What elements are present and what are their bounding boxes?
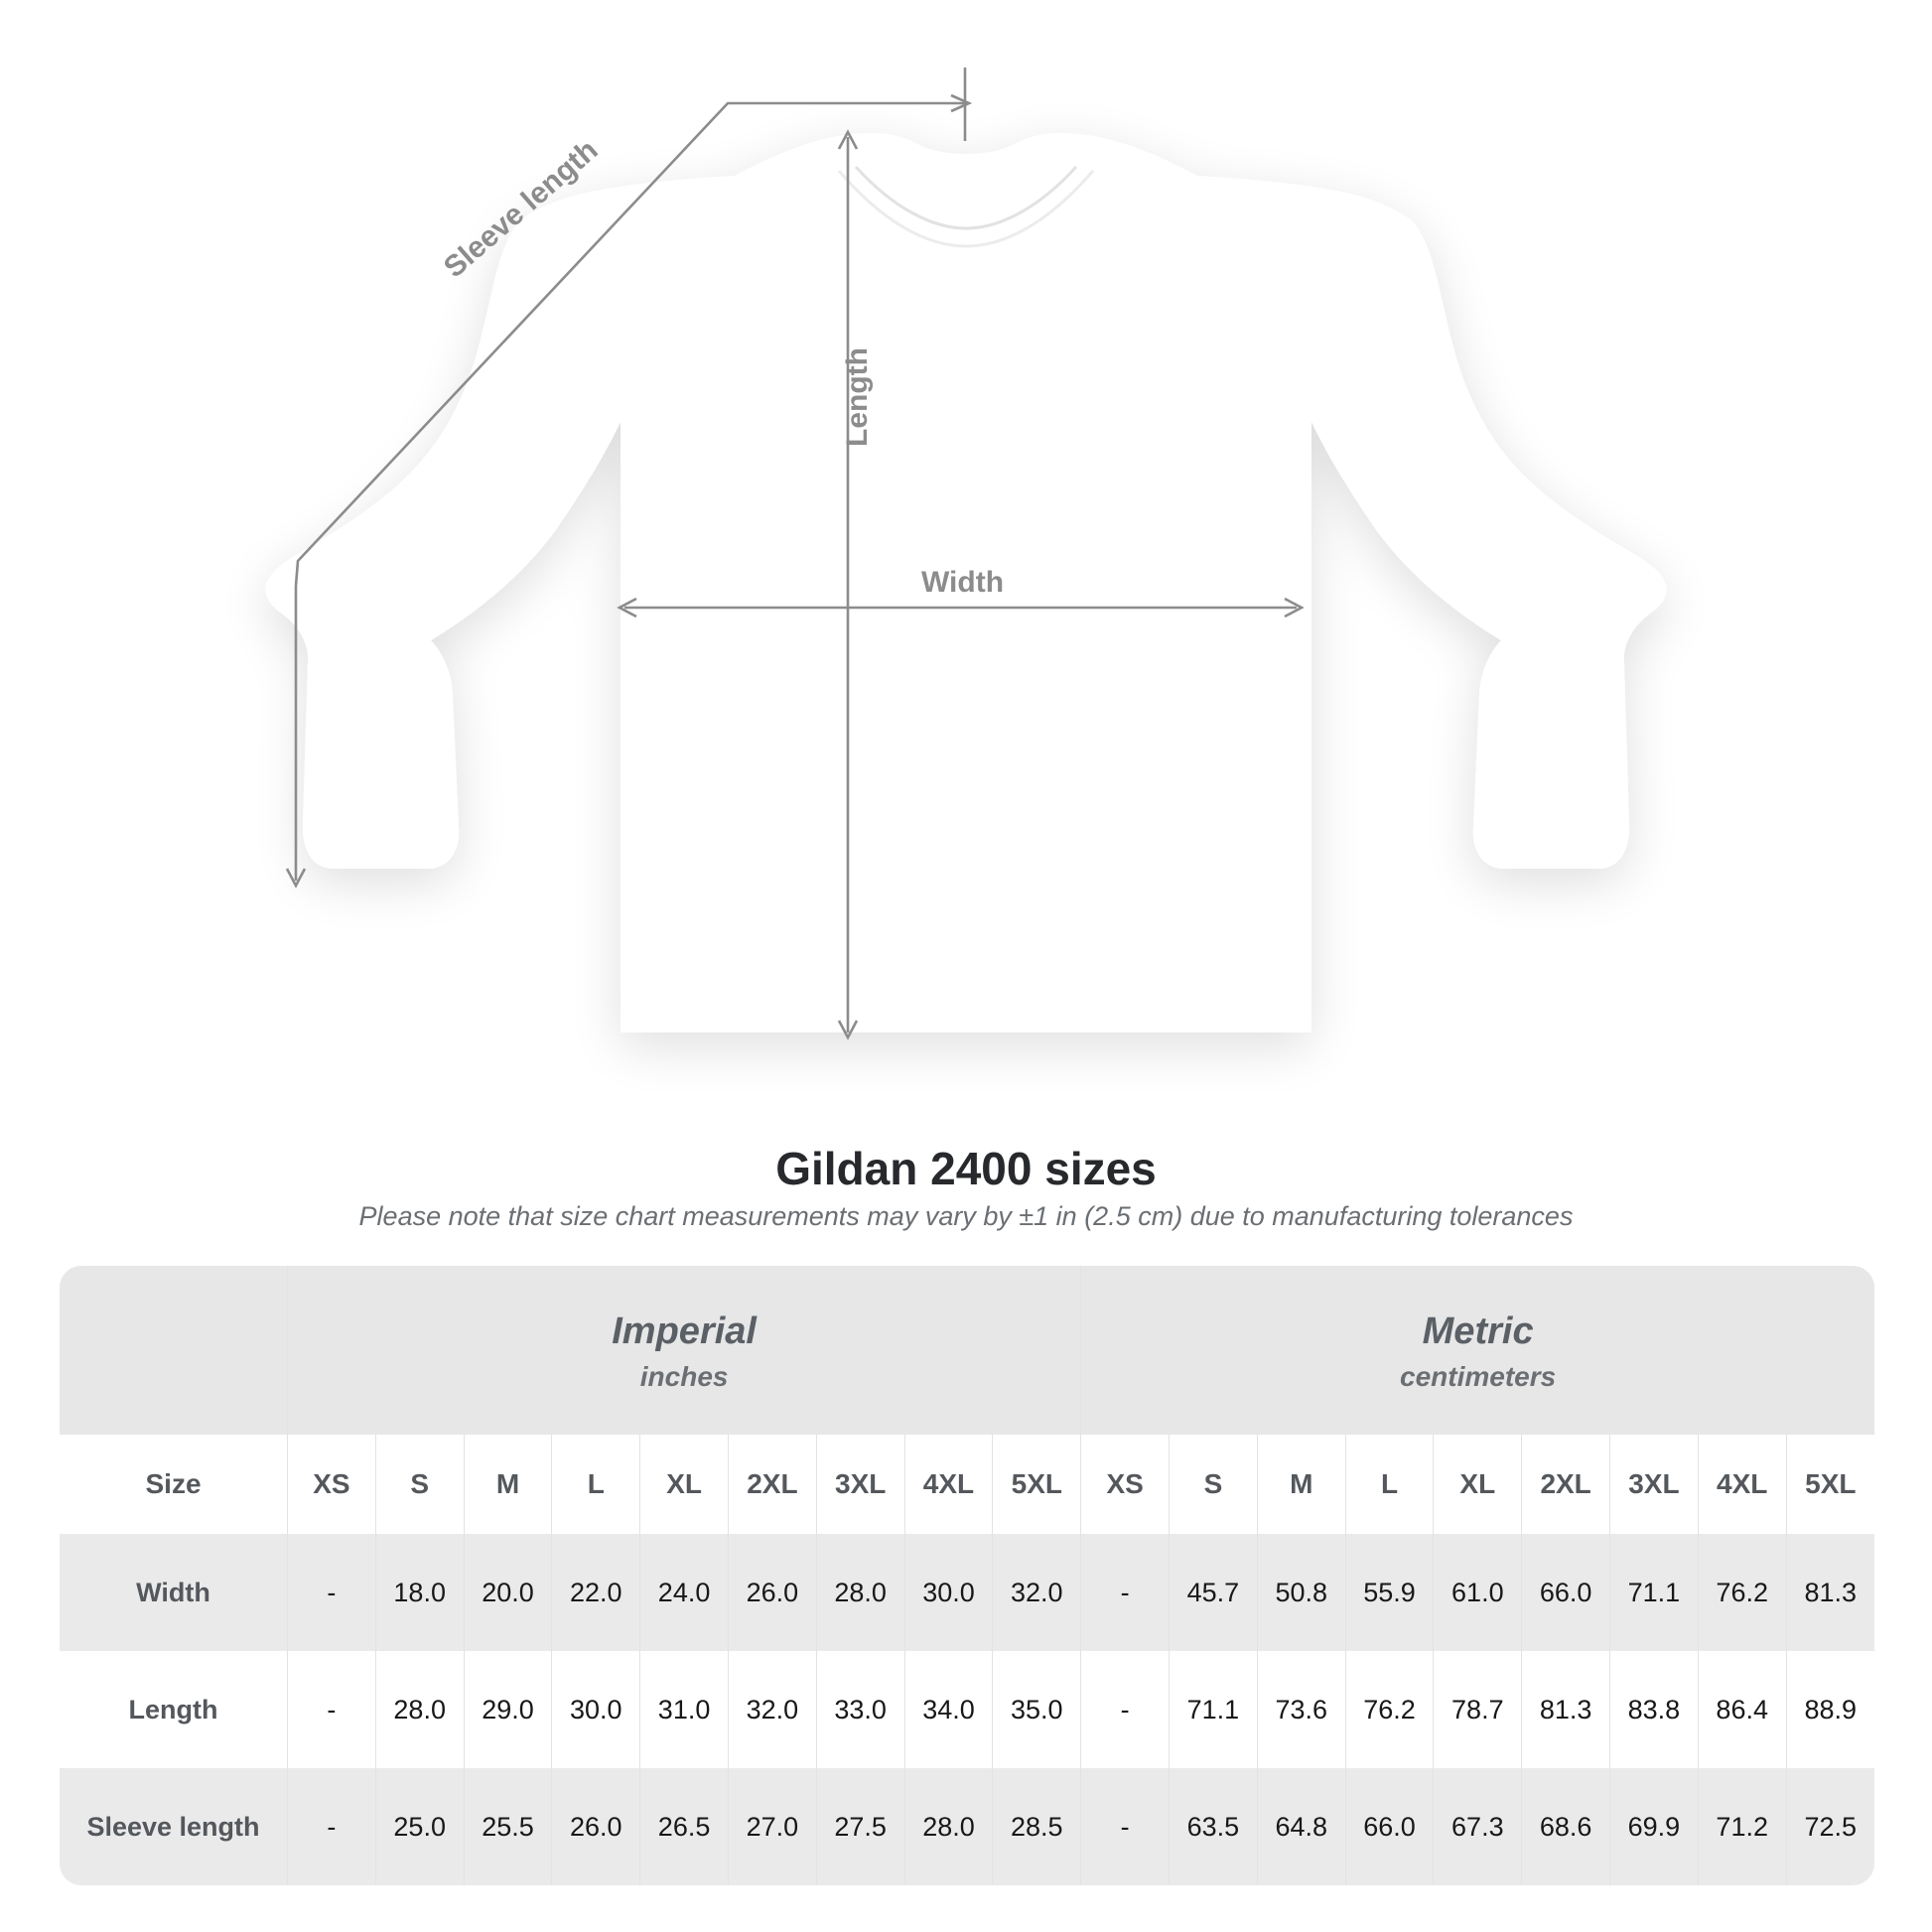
svg-text:Length: Length [841,347,874,447]
svg-text:Width: Width [921,566,1004,599]
